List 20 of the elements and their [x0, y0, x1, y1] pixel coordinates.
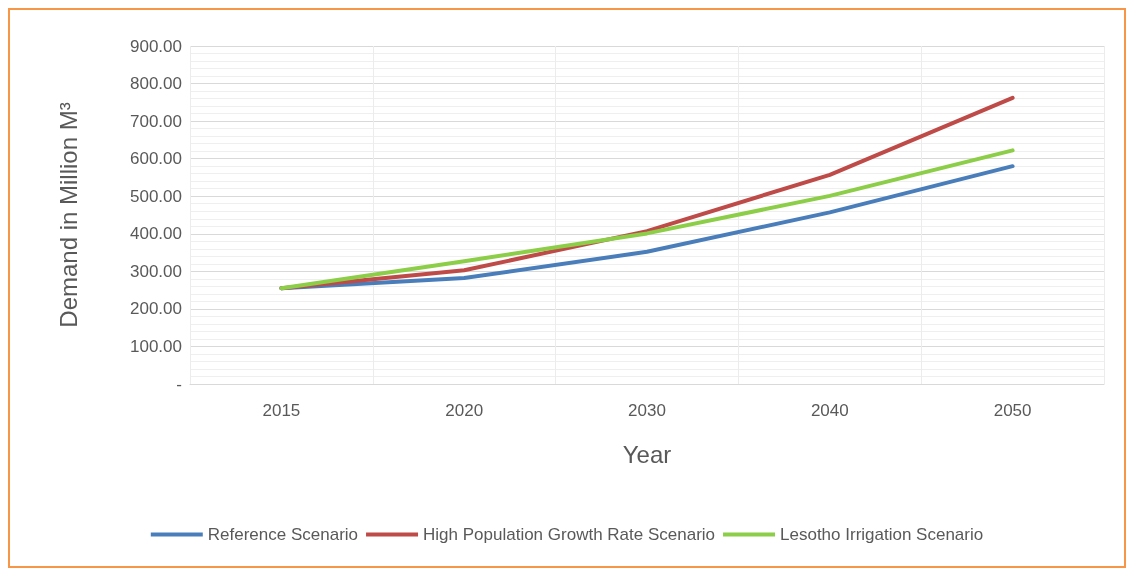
- x-tick-label: 2050: [993, 401, 1032, 420]
- y-axis-title: Demand in Million M³: [54, 102, 82, 328]
- legend-label: Lesotho Irrigation Scenario: [780, 525, 984, 544]
- y-tick-label: 300.00: [130, 261, 182, 281]
- y-tick-label: 600.00: [130, 149, 182, 169]
- x-tick-label: 2040: [810, 401, 849, 420]
- y-tick-label: 700.00: [130, 111, 182, 131]
- y-tick-label: 200.00: [130, 299, 182, 319]
- y-tick-label: 400.00: [130, 224, 182, 244]
- y-tick-label: 900.00: [130, 36, 182, 56]
- x-tick-label: 2020: [445, 401, 484, 420]
- legend-label: High Population Growth Rate Scenario: [423, 525, 716, 544]
- legend-label: Reference Scenario: [207, 525, 359, 544]
- y-tick-label: 800.00: [130, 74, 182, 94]
- y-tick-label: 500.00: [130, 186, 182, 206]
- x-axis-title: Year: [622, 440, 672, 468]
- y-tick-label: -: [176, 374, 182, 394]
- y-tick-label: 100.00: [130, 336, 182, 356]
- x-tick-label: 2015: [262, 401, 301, 420]
- x-tick-label: 2030: [628, 401, 666, 420]
